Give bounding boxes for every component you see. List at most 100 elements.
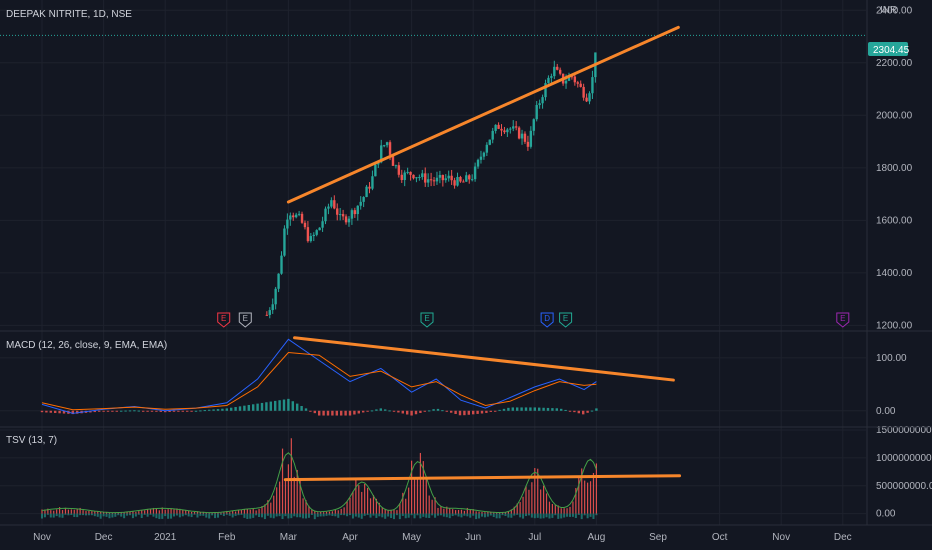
tsv-neg-bar <box>536 513 539 518</box>
tsv-neg-bar <box>431 513 434 516</box>
tsv-neg-bar <box>413 513 416 519</box>
macd-histogram-bar <box>186 410 189 412</box>
tsv-neg-bar <box>457 513 460 517</box>
macd-histogram-bar <box>142 410 145 412</box>
time-tick-label: Jul <box>528 532 541 543</box>
tsv-neg-bar <box>143 513 146 515</box>
tsv-neg-bar <box>422 513 425 517</box>
tsv-neg-bar <box>569 513 571 517</box>
macd-histogram-bar <box>454 410 457 414</box>
candle-body <box>356 205 359 215</box>
candle-body <box>338 214 342 216</box>
macd-histogram-bar <box>256 403 259 411</box>
tsv-neg-bar <box>316 513 319 517</box>
candle-body <box>309 236 313 242</box>
candle-body <box>579 83 582 87</box>
macd-histogram-bar <box>124 410 127 412</box>
candle-body <box>391 154 395 166</box>
tsv-neg-bar <box>281 513 284 519</box>
macd-histogram-bar <box>76 410 79 414</box>
macd-histogram-bar <box>485 410 488 413</box>
tsv-neg-bar <box>472 513 475 516</box>
candle-body <box>321 221 324 228</box>
last-price-label: 2304.45 <box>873 45 910 56</box>
candle-body <box>400 174 403 181</box>
tsv-neg-bar <box>466 513 469 517</box>
candle-body <box>450 175 453 181</box>
tsv-neg-bar <box>114 513 117 517</box>
tsv-neg-bar <box>407 513 410 518</box>
macd-histogram-bar <box>450 410 453 413</box>
tsv-neg-bar <box>46 513 49 515</box>
macd-histogram-bar <box>472 410 475 415</box>
candle-body <box>300 213 304 223</box>
candle-body <box>503 130 506 133</box>
candle-body <box>570 76 574 78</box>
event-marker-badge <box>420 312 434 328</box>
tsv-neg-bar <box>589 513 592 517</box>
tsv-neg-bar <box>129 513 131 516</box>
candle-body <box>274 288 277 305</box>
tsv-neg-bar <box>504 513 507 516</box>
tsv-neg-bar <box>149 513 152 515</box>
candle-body <box>344 216 348 223</box>
tsv-neg-bar <box>404 513 407 519</box>
tsv-neg-bar <box>196 513 199 518</box>
tsv-neg-bar <box>134 513 137 517</box>
candle-body <box>406 171 409 173</box>
macd-histogram-bar <box>560 408 563 411</box>
macd-histogram-bar <box>89 410 92 413</box>
tsv-neg-bar <box>225 513 228 515</box>
candle-body <box>512 126 515 129</box>
event-marker: E <box>238 312 252 328</box>
tsv-neg-bar <box>554 513 557 516</box>
price-tick-label: 2200.00 <box>876 58 913 69</box>
tsv-tick-label: 0.00 <box>876 509 896 520</box>
tsv-neg-bar <box>217 513 219 518</box>
tsv-neg-bar <box>390 513 393 518</box>
tsv-neg-bar <box>255 513 258 516</box>
candle-body <box>324 208 327 222</box>
tsv-neg-bar <box>275 513 278 517</box>
tsv-neg-bar <box>258 513 261 518</box>
tsv-neg-bar <box>340 513 343 516</box>
macd-histogram-bar <box>172 410 176 412</box>
tsv-neg-bar <box>193 513 196 515</box>
macd-histogram-bar <box>265 402 268 411</box>
time-tick-label: Aug <box>588 532 606 543</box>
tsv-neg-bar <box>90 513 93 516</box>
tsv-neg-bar <box>293 513 296 517</box>
tsv-neg-bar <box>181 513 184 517</box>
candle-body <box>265 314 269 316</box>
macd-histogram-bar <box>287 398 290 411</box>
candle-body <box>385 142 389 146</box>
macd-histogram-bar <box>278 400 281 411</box>
macd-histogram-bar <box>49 410 52 413</box>
tsv-pane[interactable] <box>41 438 682 520</box>
price-tick-label: 2000.00 <box>876 110 913 121</box>
candle-body <box>532 119 535 131</box>
candle-body <box>306 227 310 242</box>
tsv-neg-bar <box>111 513 114 518</box>
tsv-neg-bar <box>492 513 495 518</box>
macd-histogram-bar <box>533 407 536 411</box>
candle-body <box>465 175 468 182</box>
macd-histogram-bar <box>335 410 338 416</box>
tsv-neg-bar <box>592 513 595 519</box>
tsv-neg-bar <box>486 513 489 517</box>
macd-histogram-bar <box>582 410 585 415</box>
candle-body <box>277 273 280 289</box>
tsv-tick-label: 1500000000.00 <box>876 425 932 436</box>
tsv-neg-bar <box>211 513 214 516</box>
tsv-neg-bar <box>366 513 369 516</box>
tsv-neg-bar <box>187 513 190 517</box>
macd-histogram-bar <box>291 401 294 411</box>
macd-histogram-bar <box>577 410 580 414</box>
candle-body <box>330 200 333 207</box>
price-tick-label: 1400.00 <box>876 268 913 279</box>
macd-pane[interactable] <box>40 336 675 416</box>
candle-body <box>350 210 354 219</box>
macd-histogram-bar <box>384 409 387 411</box>
